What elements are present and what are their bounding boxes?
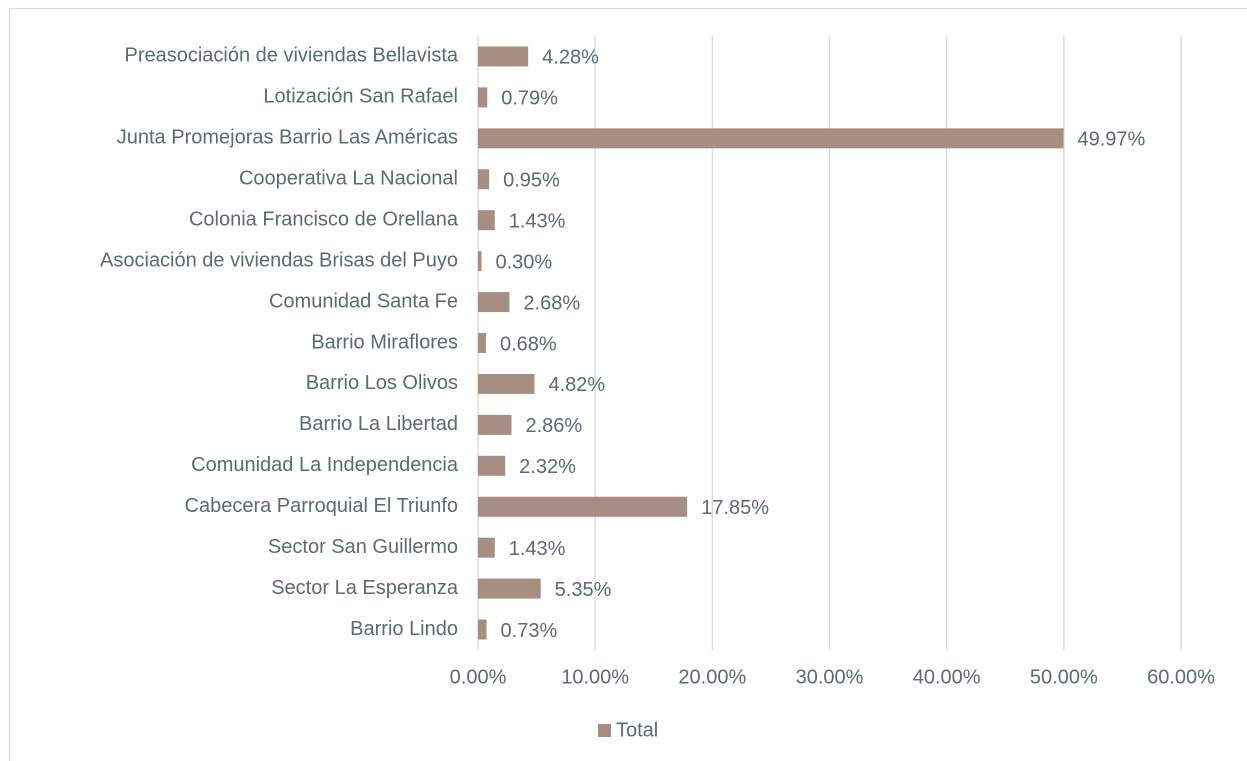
data-label: 2.68%	[523, 292, 580, 314]
y-tick-label: Barrio Miraflores	[311, 331, 458, 353]
legend-swatch	[598, 724, 611, 737]
x-tick-label: 50.00%	[1030, 666, 1098, 688]
y-tick-label: Preasociación de viviendas Bellavista	[124, 45, 458, 67]
bar	[478, 619, 487, 640]
y-tick-label: Sector La Esperanza	[271, 577, 459, 599]
data-label: 0.30%	[496, 251, 553, 273]
legend-label: Total	[616, 719, 658, 741]
data-label: 0.79%	[501, 88, 558, 110]
y-tick-label: Comunidad La Independencia	[191, 454, 459, 476]
bar	[478, 292, 510, 313]
bar	[478, 373, 535, 394]
data-label: 49.97%	[1077, 129, 1145, 151]
bar	[478, 333, 486, 353]
bar	[478, 496, 688, 517]
data-label: 2.32%	[519, 456, 576, 478]
bar	[478, 251, 482, 272]
x-tick-label: 20.00%	[678, 666, 746, 688]
bar	[478, 169, 490, 190]
data-label: 0.73%	[501, 620, 558, 642]
y-tick-label: Barrio La Libertad	[299, 413, 458, 435]
bar	[478, 414, 512, 435]
data-label: 0.95%	[503, 170, 560, 192]
data-label: 4.82%	[548, 374, 605, 396]
bar	[478, 455, 506, 476]
bar	[478, 128, 1064, 149]
data-label: 0.68%	[500, 333, 557, 355]
y-tick-label: Junta Promejoras Barrio Las Américas	[117, 127, 458, 149]
chart-border	[9, 8, 1247, 761]
data-label: 17.85%	[701, 497, 769, 519]
y-tick-label: Barrio Los Olivos	[306, 372, 458, 394]
y-tick-label: Cabecera Parroquial El Triunfo	[185, 495, 458, 517]
y-tick-label: Sector San Guillermo	[268, 536, 458, 558]
bar	[478, 578, 541, 599]
y-tick-label: Cooperativa La Nacional	[239, 168, 458, 190]
y-tick-label: Lotización San Rafael	[263, 86, 458, 108]
data-label: 4.28%	[542, 47, 599, 69]
x-tick-label: 0.00%	[450, 666, 507, 688]
x-tick-label: 10.00%	[561, 666, 629, 688]
bar	[478, 46, 529, 67]
data-label: 2.86%	[526, 415, 583, 437]
data-label: 5.35%	[555, 579, 612, 601]
y-tick-label: Colonia Francisco de Orellana	[189, 208, 459, 230]
bar	[478, 87, 488, 108]
bar	[478, 210, 495, 231]
y-tick-label: Barrio Lindo	[350, 618, 458, 640]
x-tick-label: 40.00%	[913, 666, 981, 688]
y-tick-label: Comunidad Santa Fe	[269, 290, 458, 312]
y-tick-label: Asociación de viviendas Brisas del Puyo	[100, 249, 458, 271]
data-label: 1.43%	[509, 210, 566, 232]
x-tick-label: 30.00%	[796, 666, 864, 688]
bar	[478, 537, 495, 558]
data-label: 1.43%	[509, 538, 566, 560]
x-tick-label: 60.00%	[1147, 666, 1215, 688]
